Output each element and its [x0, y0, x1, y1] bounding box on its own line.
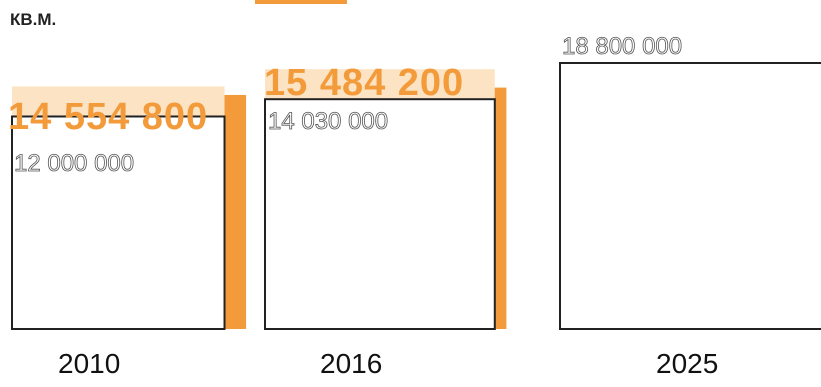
total-label-2010: 14 554 800 — [8, 96, 209, 138]
base-label-2025: 18 800 000 — [562, 33, 683, 60]
base-area-2025 — [559, 62, 821, 330]
base-label-2016: 14 030 000 — [268, 108, 389, 135]
year-label-2010: 2010 — [58, 348, 121, 379]
base-label-bg-2016 — [265, 69, 495, 100]
year-label-2016: 2016 — [320, 348, 383, 379]
base-area-2016 — [264, 98, 496, 330]
base-label-bg-2010 — [12, 86, 225, 117]
base-label-2010: 12 000 000 — [14, 150, 135, 177]
base-area-2010 — [11, 115, 226, 330]
unit-label: КВ.М. — [10, 10, 57, 29]
year-label-2025: 2025 — [656, 348, 719, 379]
total-label-2016: 15 484 200 — [264, 62, 465, 104]
title-strip — [255, 0, 347, 4]
